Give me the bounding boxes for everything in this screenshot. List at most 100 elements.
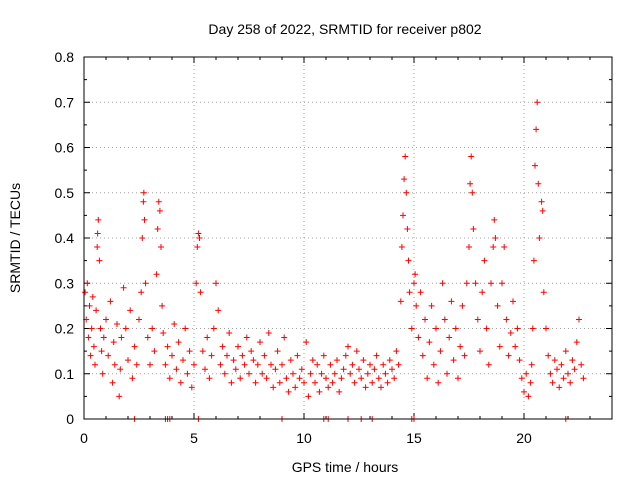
data-point (402, 153, 409, 160)
data-point (580, 375, 587, 382)
data-point (292, 384, 299, 391)
data-point (455, 375, 461, 382)
data-point (87, 352, 94, 359)
data-point (110, 339, 117, 346)
data-point (329, 379, 336, 386)
y-tick-label: 0.7 (55, 94, 75, 110)
data-point (141, 216, 148, 223)
data-point (345, 343, 351, 350)
data-point (85, 334, 92, 341)
data-point (149, 325, 156, 332)
data-point (551, 357, 558, 364)
data-point (171, 320, 178, 327)
data-point (290, 370, 296, 377)
data-point (147, 361, 153, 368)
data-point (217, 361, 224, 368)
x-axis-label: GPS time / hours (292, 459, 399, 475)
data-point (534, 99, 541, 106)
data-point (505, 352, 512, 359)
data-point (412, 271, 419, 278)
data-point (336, 388, 343, 395)
data-point (373, 352, 380, 359)
y-tick-label: 0.5 (55, 185, 75, 201)
data-point (164, 343, 171, 350)
data-point (166, 375, 173, 382)
data-point (116, 393, 123, 400)
data-point (382, 370, 389, 377)
data-point (369, 379, 376, 386)
data-point (270, 384, 277, 391)
data-point (237, 375, 244, 382)
data-point (349, 361, 356, 368)
data-point (397, 298, 404, 305)
data-point (301, 379, 307, 386)
data-point (417, 289, 424, 296)
data-point (232, 366, 239, 373)
data-point (527, 379, 534, 386)
data-point (523, 370, 530, 377)
y-tick-label: 0.6 (55, 140, 75, 156)
data-point (86, 302, 93, 309)
data-point (518, 375, 525, 382)
data-point (558, 361, 565, 368)
chart-title: Day 258 of 2022, SRMTID for receiver p80… (208, 21, 481, 37)
data-point (430, 361, 437, 368)
data-point (88, 325, 95, 332)
data-point (469, 189, 476, 196)
data-point (499, 280, 505, 287)
data-point (461, 352, 468, 359)
data-point (127, 307, 134, 314)
data-point (265, 330, 272, 337)
data-point (540, 289, 547, 296)
data-point (96, 257, 103, 264)
data-point (543, 325, 549, 332)
data-point (287, 357, 294, 364)
data-point (535, 180, 542, 187)
data-point (395, 361, 402, 368)
data-point (268, 361, 274, 368)
data-point (466, 244, 472, 251)
data-point (358, 375, 365, 382)
data-point (323, 375, 329, 382)
data-point (125, 357, 131, 364)
data-point (386, 357, 393, 364)
data-point (567, 379, 574, 386)
data-point (433, 325, 439, 332)
data-point (470, 225, 477, 232)
data-point (199, 348, 206, 355)
data-point (360, 357, 367, 364)
data-point (261, 352, 268, 359)
data-point (154, 225, 161, 232)
data-point (501, 244, 508, 251)
data-point (219, 343, 226, 350)
data-point (129, 375, 136, 382)
data-points (82, 99, 587, 422)
data-point (496, 343, 503, 350)
data-point (351, 379, 358, 386)
data-point (327, 361, 334, 368)
data-point (140, 198, 147, 205)
data-point (512, 343, 519, 350)
data-point (279, 361, 285, 368)
data-point (400, 212, 406, 219)
grid-lines (84, 57, 612, 419)
data-point (122, 325, 129, 332)
data-point (525, 393, 532, 400)
data-point (182, 325, 189, 332)
data-point (230, 357, 237, 364)
data-point (158, 244, 164, 251)
data-point (151, 348, 158, 355)
data-point (536, 235, 543, 241)
data-point (281, 334, 288, 341)
data-point (340, 366, 347, 373)
data-point (156, 207, 163, 214)
data-point (210, 325, 217, 332)
data-point (342, 352, 349, 359)
data-point (312, 379, 318, 386)
data-point (510, 298, 516, 305)
data-point (560, 375, 567, 382)
data-point (503, 316, 510, 323)
data-point (243, 334, 250, 341)
data-point (196, 235, 203, 241)
data-point (93, 307, 100, 314)
